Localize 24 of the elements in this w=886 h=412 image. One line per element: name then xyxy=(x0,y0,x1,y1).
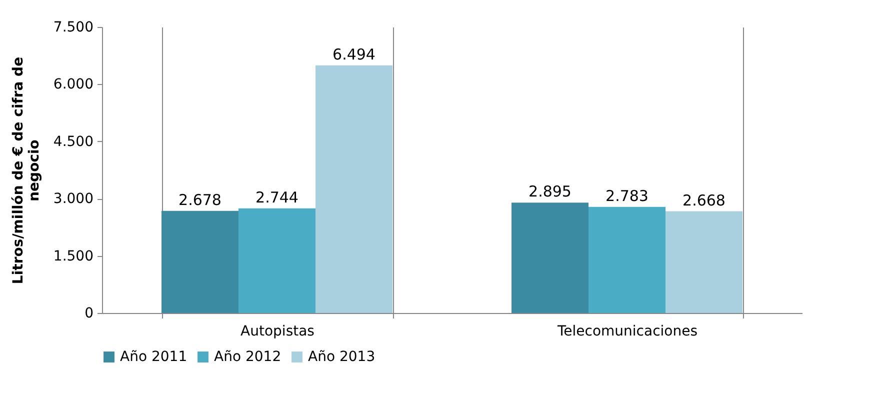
legend-label: Año 2011 xyxy=(120,349,188,365)
y-tick-label: 7.500 xyxy=(53,20,94,36)
bar xyxy=(588,206,666,313)
y-axis-title: Litros/millón de € de cifra de negocio xyxy=(10,56,42,284)
x-tick-label: Autopistas xyxy=(240,324,314,340)
bar xyxy=(316,65,392,313)
data-label: 6.494 xyxy=(332,45,376,64)
y-tick-label: 0 xyxy=(84,306,94,322)
legend-label: Año 2012 xyxy=(214,349,282,365)
y-tick-label: 1.500 xyxy=(53,248,94,264)
data-label: 2.895 xyxy=(528,182,572,201)
y-tick-label: 4.500 xyxy=(53,134,94,150)
data-label: 2.744 xyxy=(256,188,298,206)
bar xyxy=(666,211,742,313)
data-label: 2.678 xyxy=(178,190,222,209)
x-tick-label: Telecomunicaciones xyxy=(556,324,698,340)
legend-label: Año 2013 xyxy=(308,349,376,365)
data-label: 2.668 xyxy=(682,191,726,210)
y-tick-label: 3.000 xyxy=(53,191,94,208)
bar xyxy=(162,210,238,313)
y-tick-label: 6.000 xyxy=(53,76,94,93)
bar xyxy=(512,202,588,313)
data-label: 2.783 xyxy=(606,186,648,205)
bar xyxy=(238,208,316,313)
